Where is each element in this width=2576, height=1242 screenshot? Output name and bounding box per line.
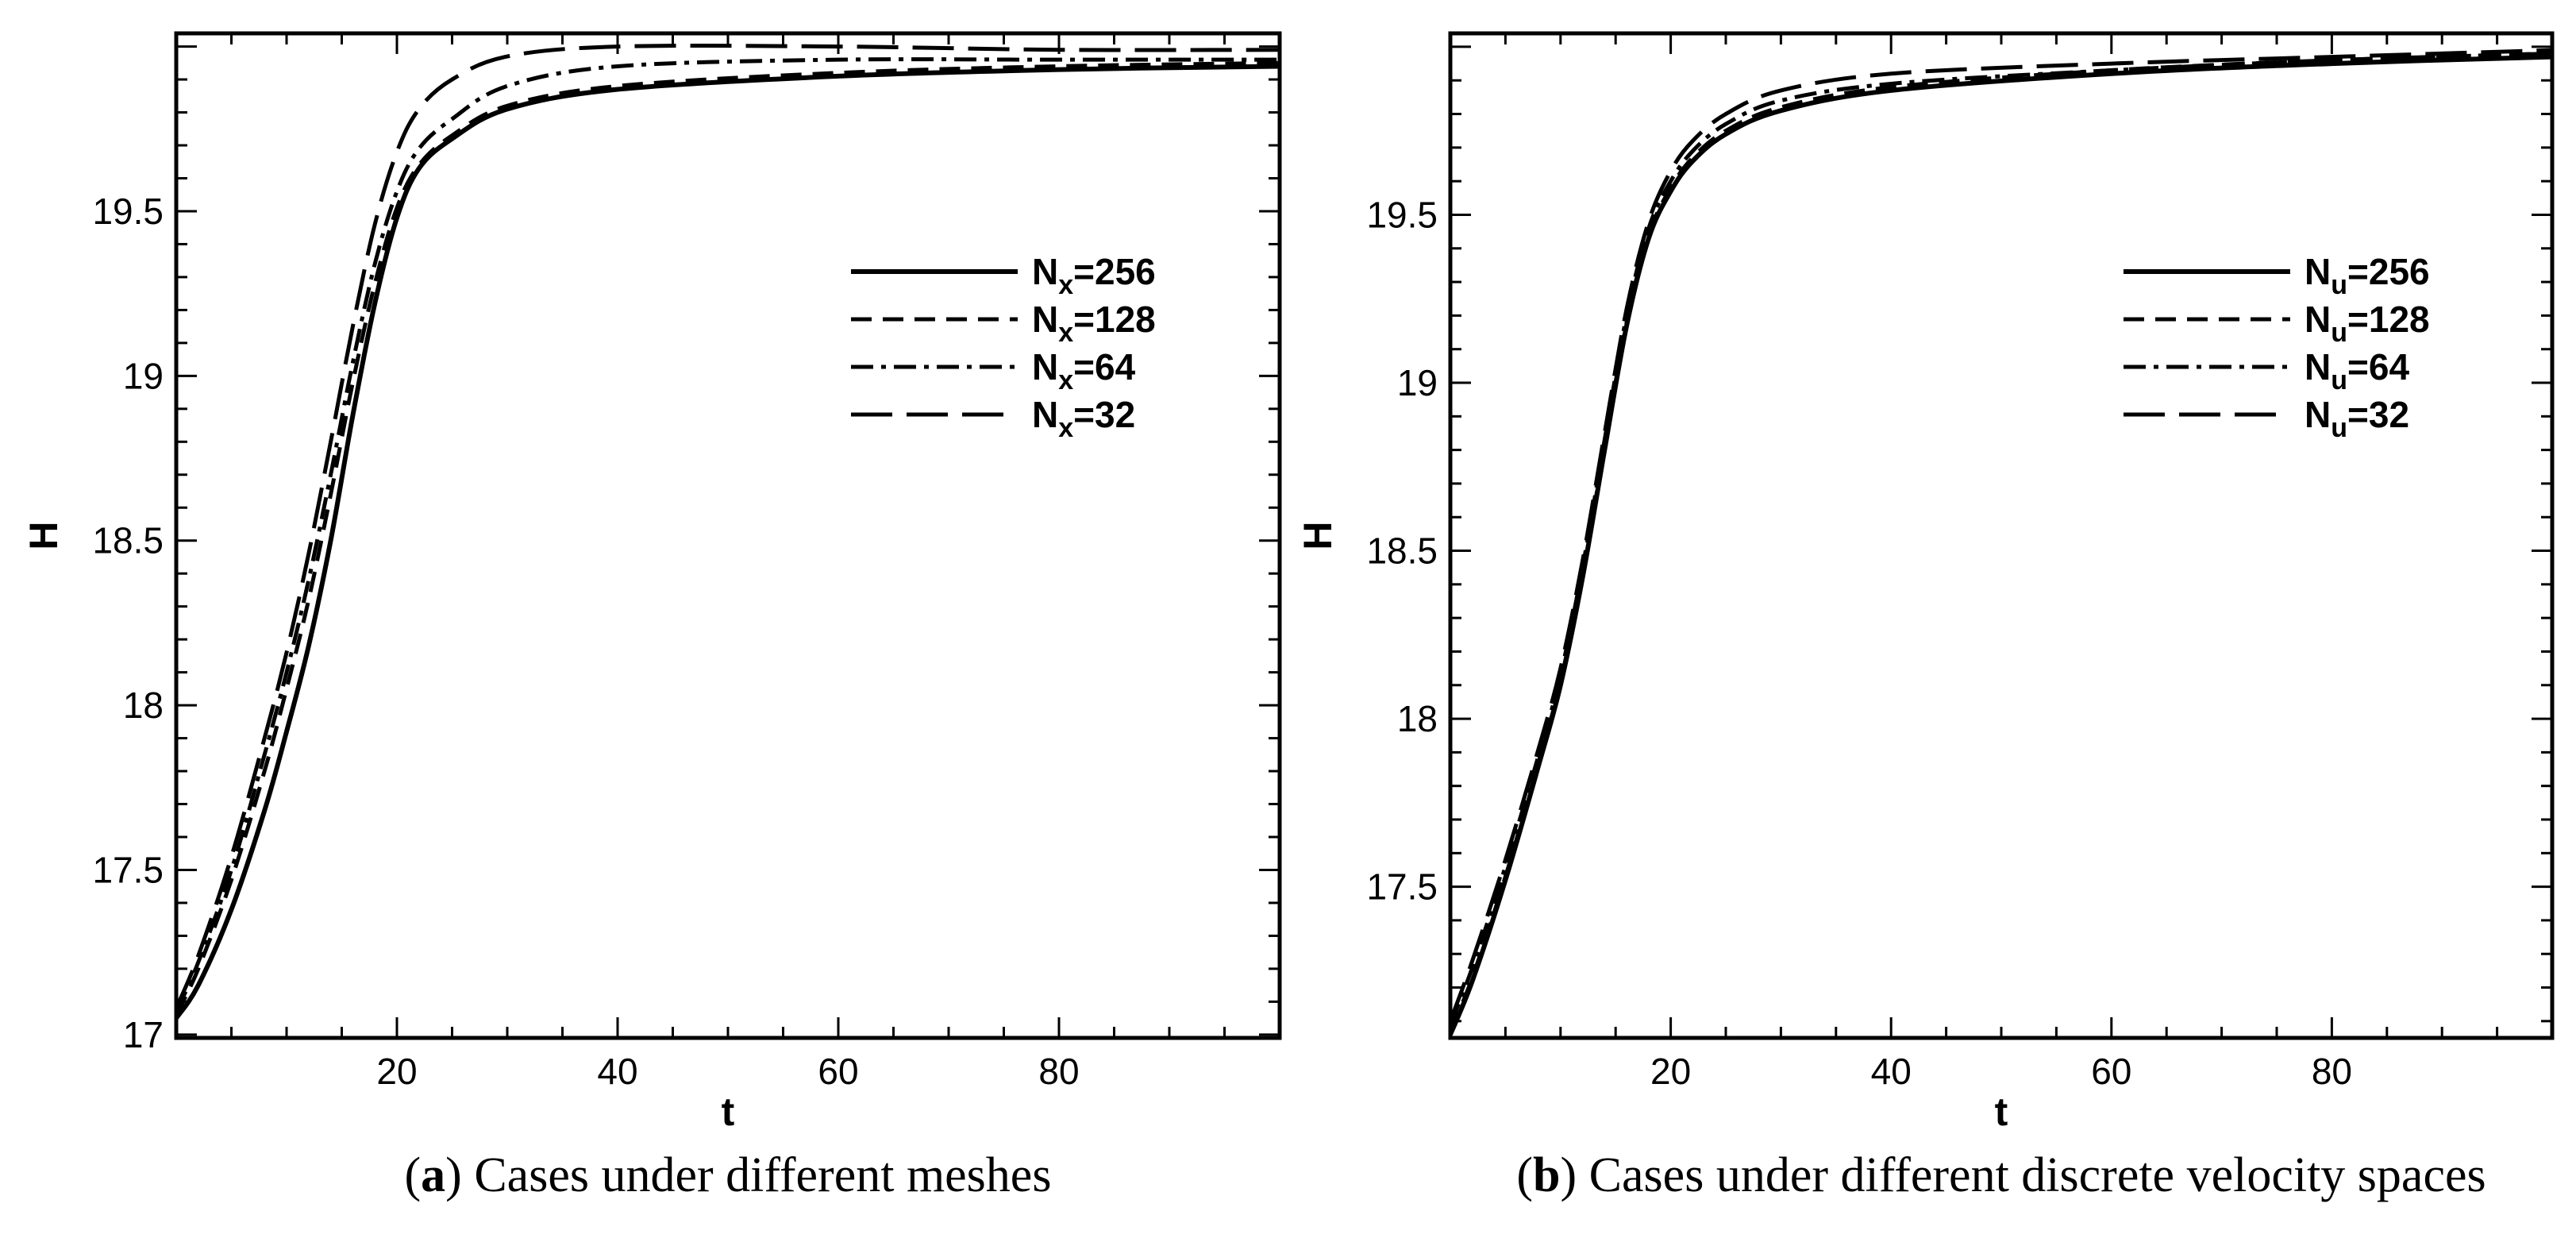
- panel-caption: (b) Cases under different discrete veloc…: [1516, 1148, 2486, 1202]
- y-tick-label: 18.5: [1366, 530, 1438, 572]
- legend-label: Nx=128: [1032, 299, 1156, 348]
- x-tick-label: 60: [2091, 1051, 2131, 1092]
- x-tick-label: 40: [1871, 1051, 1912, 1092]
- plot-frame: [1448, 31, 2555, 1040]
- legend-label: Nx=32: [1032, 394, 1135, 443]
- x-axis-title: t: [1995, 1090, 2008, 1134]
- y-axis-title: H: [21, 521, 66, 550]
- legend-label: Nu=128: [2305, 299, 2430, 348]
- y-tick-label: 18.5: [92, 520, 164, 561]
- y-axis-title: H: [1296, 521, 1340, 550]
- x-tick-label: 20: [376, 1051, 417, 1092]
- x-tick-label: 40: [597, 1051, 637, 1092]
- y-tick-label: 18: [123, 685, 164, 726]
- series-line: [176, 57, 1280, 1012]
- x-tick-label: 60: [818, 1051, 858, 1092]
- x-tick-label: 80: [2312, 1051, 2352, 1092]
- y-tick-label: 17.5: [1366, 866, 1438, 908]
- panel-a: 20 40 60 80 17 17.5 18 18.5 19 19.5 t H Nx=256Nx=128…: [21, 31, 1282, 1202]
- y-tick-label: 17.5: [92, 849, 164, 890]
- series-line: [176, 64, 1280, 1020]
- series-line: [1450, 54, 2552, 1036]
- series-line: [1450, 48, 2552, 1022]
- legend-label: Nu=256: [2305, 251, 2430, 300]
- y-tick-label: 19: [123, 355, 164, 396]
- panel-b: 20 40 60 8017.51818.51919.5tHNu=256Nu=128Nu…: [1296, 31, 2555, 1202]
- legend-label: Nu=32: [2305, 394, 2409, 443]
- x-axis-title: t: [722, 1090, 735, 1134]
- x-tick-label: 80: [1038, 1051, 1079, 1092]
- y-tick-label: 19.5: [1366, 194, 1438, 235]
- series-line: [1450, 51, 2552, 1032]
- y-tick-label: 17: [123, 1014, 164, 1055]
- plot-frame: [174, 31, 1282, 1040]
- series-line: [176, 43, 1280, 1009]
- series-line: [1450, 51, 2552, 1025]
- series-line: [176, 60, 1280, 1016]
- y-tick-label: 18: [1397, 698, 1438, 739]
- legend-label: Nx=256: [1032, 251, 1156, 300]
- panel-caption: (a) Cases under different meshes: [405, 1148, 1052, 1202]
- y-tick-label: 19: [1397, 362, 1438, 403]
- legend-label: Nx=64: [1032, 346, 1136, 395]
- legend-label: Nu=64: [2305, 346, 2409, 395]
- y-tick-label: 19.5: [92, 191, 164, 232]
- x-tick-label: 20: [1650, 1051, 1691, 1092]
